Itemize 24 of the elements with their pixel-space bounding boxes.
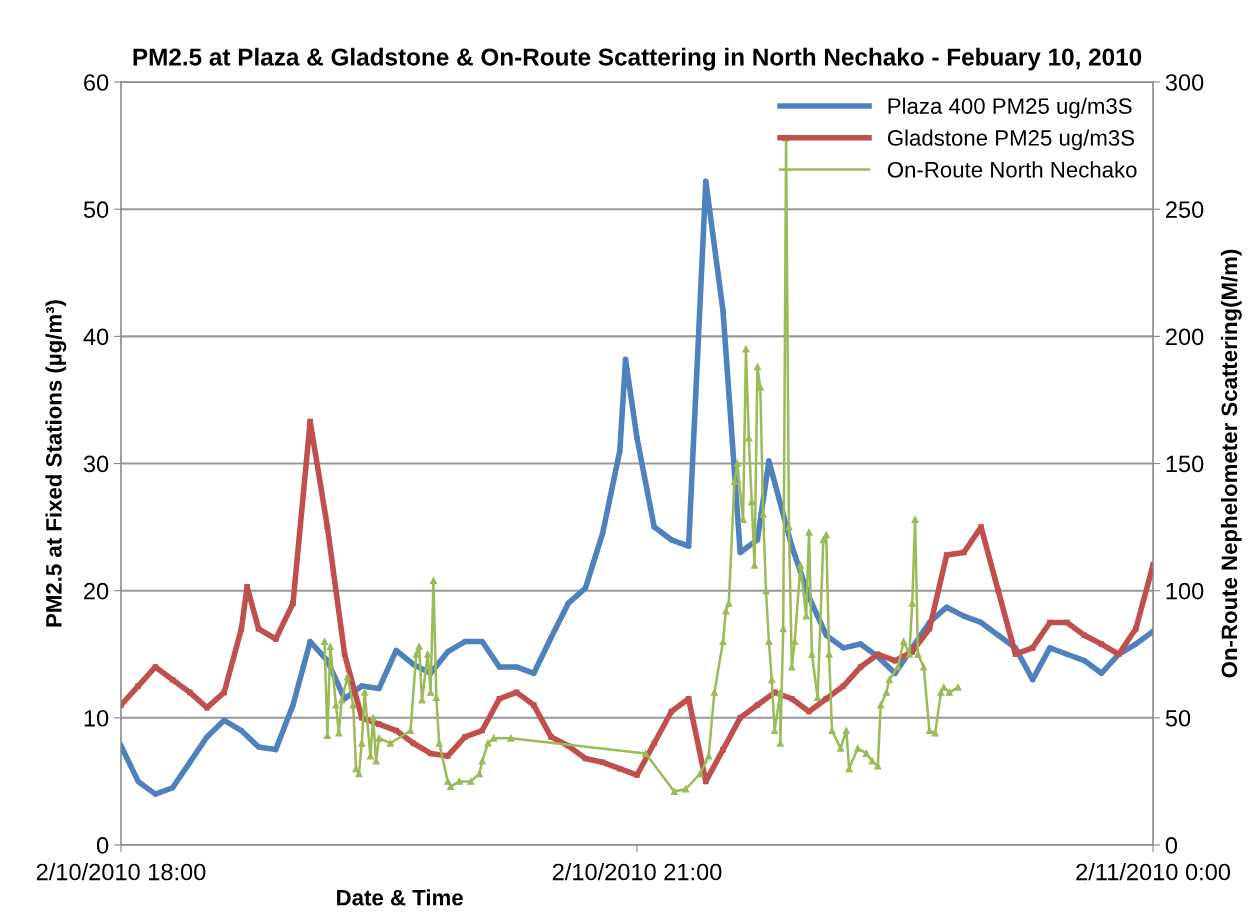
x-axis-title: Date & Time bbox=[337, 889, 463, 906]
y-tick-label: 40 bbox=[83, 328, 109, 346]
legend-label: Gladstone PM25 ug/m3S bbox=[887, 129, 1135, 151]
chart-title: PM2.5 at Plaza & Gladstone & On-Route Scattering in North Nechako - Febuary 10, 2010 bbox=[133, 47, 1142, 71]
y2-tick-label: 200 bbox=[1166, 328, 1204, 346]
y-tick-label: 0 bbox=[96, 837, 109, 854]
y2-tick-label: 0 bbox=[1165, 837, 1178, 854]
y-tick-label: 20 bbox=[84, 582, 109, 600]
y-tick-label: 60 bbox=[84, 74, 109, 91]
y-axis-title: PM2.5 at Fixed Stations (µg/m³) bbox=[45, 300, 67, 627]
legend-label: Plaza 400 PM25 ug/m3S bbox=[888, 97, 1132, 119]
y2-tick-label: 250 bbox=[1166, 201, 1204, 219]
y-tick-label: 30 bbox=[83, 455, 109, 473]
legend-label: On-Route North Nechako bbox=[887, 161, 1137, 178]
y2-axis-title: On-Route Nephelometer Scattering(M/m) bbox=[1220, 249, 1242, 678]
x-tick-label: 2/11/2010 0:00 bbox=[1076, 863, 1231, 881]
x-tick-label: 2/10/2010 18:00 bbox=[36, 863, 206, 881]
x-tick-label: 2/10/2010 21:00 bbox=[552, 863, 722, 881]
y2-tick-label: 100 bbox=[1166, 582, 1204, 600]
y2-tick-label: 300 bbox=[1165, 74, 1204, 91]
y2-tick-label: 50 bbox=[1165, 709, 1191, 727]
y2-tick-label: 150 bbox=[1166, 455, 1204, 473]
y-tick-label: 50 bbox=[83, 201, 109, 219]
y-tick-label: 10 bbox=[84, 709, 109, 727]
